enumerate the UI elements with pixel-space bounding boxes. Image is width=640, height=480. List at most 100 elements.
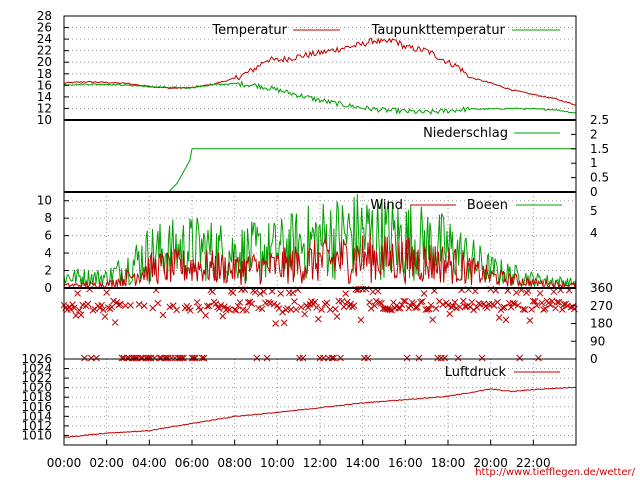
wind-direction-marker [553, 298, 561, 306]
wind-direction-marker [460, 297, 467, 305]
wind-direction-marker [258, 305, 266, 313]
wind-direction-marker [287, 306, 295, 313]
grid-layer [64, 27, 576, 445]
wind-direction-marker [419, 298, 426, 305]
wind-direction-marker [253, 354, 261, 362]
x-tick-label: 00:00 [47, 456, 82, 470]
wind-direction-marker [434, 354, 442, 362]
legend-label: Luftdruck [445, 365, 507, 380]
wind-direction-marker [441, 354, 448, 362]
wind-direction-marker [495, 314, 503, 321]
wind-direction-marker [448, 303, 455, 311]
wind-direction-marker [552, 304, 559, 312]
wind-direction-marker [127, 302, 134, 309]
panel-frame [63, 287, 577, 360]
wind-direction-marker [536, 289, 544, 297]
wind-direction-marker [316, 354, 324, 362]
wind-direction-marker [93, 354, 100, 362]
x-tick-label: 18:00 [431, 456, 466, 470]
wind-direction-marker [86, 285, 93, 293]
wind-direction-marker [332, 305, 339, 313]
wind-direction-marker [449, 302, 457, 310]
x-tick-label: 10:00 [260, 456, 295, 470]
wind-direction-marker [251, 288, 259, 296]
wind-direction-marker [311, 298, 319, 306]
wind-direction-marker [342, 290, 349, 297]
wind-direction-marker [81, 354, 88, 362]
wind-direction-marker [101, 313, 109, 320]
wind-direction-marker [202, 312, 210, 319]
y-tick-label: 1020 [21, 381, 52, 395]
wind-direction-marker [424, 306, 431, 313]
wind-direction-marker [118, 354, 126, 362]
legend-label: Boeen [467, 198, 508, 213]
wind-direction-marker [454, 354, 462, 362]
y-tick-label: 8 [44, 211, 52, 225]
wind-direction-marker [471, 287, 479, 295]
wind-direction-marker [137, 354, 145, 362]
wind-direction-marker [483, 304, 491, 312]
wind-direction-marker [204, 302, 211, 310]
wind-direction-marker [499, 304, 506, 312]
y2-tick-label: 180 [590, 317, 613, 331]
series-line-wind [63, 233, 577, 290]
wind-direction-marker [529, 297, 537, 305]
wind-direction-marker [233, 306, 240, 314]
wind-direction-marker [243, 307, 250, 314]
y-tick-label: 24 [37, 32, 52, 46]
y-tick-label: 6 [44, 229, 52, 243]
wind-direction-marker [361, 354, 368, 362]
wind-direction-marker [304, 304, 312, 311]
wind-direction-marker [163, 354, 170, 362]
wind-direction-marker [115, 301, 122, 309]
wind-direction-marker [313, 304, 320, 311]
wind-direction-marker [168, 354, 175, 362]
wind-direction-marker [521, 306, 529, 313]
wind-direction-markers [60, 285, 578, 362]
wind-direction-marker [74, 289, 82, 297]
wind-direction-marker [156, 354, 163, 362]
wind-direction-marker [215, 305, 223, 312]
y2-tick-label: 90 [590, 334, 605, 348]
x-tick-label: 16:00 [388, 456, 423, 470]
wind-direction-marker [69, 301, 76, 308]
wind-direction-marker [154, 299, 162, 307]
wind-direction-marker [371, 302, 378, 310]
wind-direction-marker [98, 301, 105, 309]
y-tick-label: 16 [37, 78, 52, 92]
x-tick-label: 08:00 [217, 456, 252, 470]
x-tick-label: 20:00 [473, 456, 508, 470]
wind-direction-marker [173, 306, 180, 314]
wind-direction-marker [512, 289, 520, 296]
y-tick-label: 1010 [21, 428, 52, 442]
wind-direction-marker [511, 300, 518, 308]
wind-direction-marker [528, 306, 535, 313]
wind-direction-marker [180, 354, 187, 362]
x-tick-label: 14:00 [345, 456, 380, 470]
y-tick-label: 26 [37, 21, 52, 35]
x-tick-label: 06:00 [175, 456, 210, 470]
y2-tick-label: 0 [590, 185, 598, 199]
wind-direction-marker [437, 354, 445, 362]
wind-direction-marker [260, 288, 268, 295]
wind-direction-marker [502, 316, 510, 324]
wind-direction-marker [84, 300, 92, 308]
wind-direction-marker [330, 354, 338, 362]
wind-direction-marker [386, 306, 394, 313]
y-tick-label: 1014 [21, 409, 52, 423]
wind-direction-marker [519, 305, 527, 313]
wind-direction-marker [412, 304, 419, 311]
wind-direction-marker [509, 299, 517, 307]
wind-direction-marker [272, 320, 279, 327]
y2-tick-label: 4 [590, 226, 598, 240]
y-tick-label: 1016 [21, 400, 52, 414]
y-tick-label: 0 [44, 281, 52, 295]
y-tick-label: 22 [37, 44, 52, 58]
wind-direction-marker [190, 354, 198, 362]
wind-direction-marker [268, 287, 276, 295]
y2-tick-label: 270 [590, 299, 613, 313]
wind-direction-marker [198, 354, 206, 362]
legend-label: Wind [370, 198, 403, 213]
wind-direction-marker [123, 354, 131, 362]
